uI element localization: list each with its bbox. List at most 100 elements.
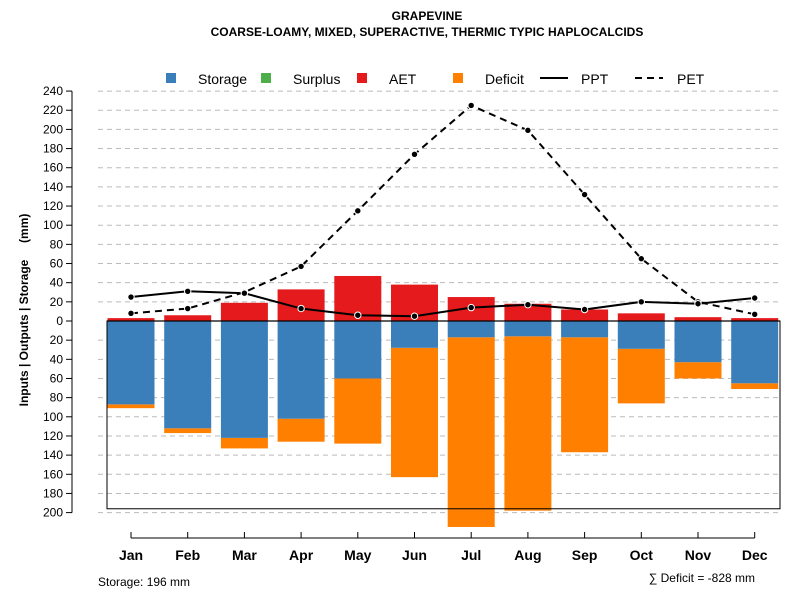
storage-capacity-box xyxy=(106,320,781,510)
bar-deficit-mar xyxy=(220,437,268,449)
x-tick-label-dec: Dec xyxy=(742,547,768,563)
y-tick-label-200-lower: 200 xyxy=(43,506,63,520)
storage-footnote: Storage: 196 mm xyxy=(98,575,190,589)
bar-deficit-may xyxy=(334,378,382,444)
x-tick-label-aug: Aug xyxy=(514,547,541,563)
x-tick-label-may: May xyxy=(344,547,371,563)
x-tick-label-sep: Sep xyxy=(572,547,598,563)
y-tick-label-20: 20 xyxy=(50,295,64,309)
y-tick-label-20-lower: 20 xyxy=(50,333,64,347)
point-pet-aug xyxy=(524,126,532,135)
legend-swatch-deficit xyxy=(453,73,463,83)
bar-aet-jan xyxy=(107,318,155,321)
point-pet-apr xyxy=(297,262,305,271)
y-tick-label-80: 80 xyxy=(50,237,64,251)
point-ppt-jul xyxy=(467,303,475,312)
y-tick-label-100: 100 xyxy=(43,218,63,232)
bar-storage-aug xyxy=(504,321,552,337)
y-tick-label-160-lower: 160 xyxy=(43,467,63,481)
chart-subtitle: COARSE-LOAMY, MIXED, SUPERACTIVE, THERMI… xyxy=(211,25,644,39)
bar-storage-jan xyxy=(107,321,155,405)
legend: Storage Surplus AET Deficit PPT PET xyxy=(166,71,705,87)
x-tick-label-nov: Nov xyxy=(685,547,712,563)
bar-aet-dec xyxy=(731,318,779,321)
y-tick-label-60-lower: 60 xyxy=(50,371,64,385)
x-axis: Jan Feb Mar Apr May Jun Jul Aug Sep Oct Nov Dec xyxy=(119,532,768,563)
point-ppt-nov xyxy=(694,300,702,308)
legend-label-pet: PET xyxy=(677,71,705,87)
bar-deficit-apr xyxy=(277,418,325,442)
legend-label-storage: Storage xyxy=(198,71,247,87)
lines xyxy=(106,101,781,510)
bar-deficit-jan xyxy=(107,404,155,409)
point-ppt-oct xyxy=(637,298,645,306)
x-tick-label-apr: Apr xyxy=(289,547,314,563)
bar-deficit-dec xyxy=(731,383,779,390)
y-tick-label-180-lower: 180 xyxy=(43,486,63,500)
bar-deficit-feb xyxy=(164,428,212,434)
bar-storage-oct xyxy=(617,321,665,349)
y-axis-label: Inputs | Outputs | Storage (mm) xyxy=(17,214,31,407)
y-tick-label-140-lower: 140 xyxy=(43,448,63,462)
bar-aet-sep xyxy=(561,309,609,321)
bar-deficit-jul xyxy=(447,337,495,527)
legend-swatch-storage xyxy=(166,73,176,83)
point-pet-may xyxy=(354,207,362,215)
y-tick-label-120: 120 xyxy=(43,199,63,213)
chart-title: GRAPEVINE xyxy=(392,9,463,23)
gridlines xyxy=(98,90,780,514)
point-ppt-jun xyxy=(410,312,419,320)
bar-storage-apr xyxy=(277,321,325,419)
bar-deficit-sep xyxy=(561,337,609,453)
bar-storage-sep xyxy=(561,321,609,338)
point-ppt-apr xyxy=(297,304,305,313)
x-tick-label-jul: Jul xyxy=(461,547,481,563)
x-tick-label-jun: Jun xyxy=(402,547,427,563)
point-ppt-mar xyxy=(240,289,249,297)
point-ppt-aug xyxy=(524,301,532,309)
y-tick-label-40-lower: 40 xyxy=(50,352,64,366)
bars xyxy=(107,275,779,527)
bar-aet-oct xyxy=(617,313,665,321)
y-tick-label-240: 240 xyxy=(43,84,63,98)
point-pet-jul xyxy=(467,101,475,110)
point-ppt-dec xyxy=(751,294,759,302)
bar-aet-nov xyxy=(674,317,722,321)
y-tick-label-0: 0 xyxy=(56,314,63,328)
legend-label-ppt: PPT xyxy=(581,71,609,87)
x-tick-label-feb: Feb xyxy=(175,547,200,563)
deficit-footnote: ∑ Deficit = -828 mm xyxy=(649,571,755,585)
legend-label-aet: AET xyxy=(389,71,417,87)
point-ppt-jan xyxy=(127,293,135,301)
bar-storage-nov xyxy=(674,321,722,363)
bar-storage-mar xyxy=(220,321,268,438)
point-pet-dec xyxy=(751,310,759,318)
bar-deficit-aug xyxy=(504,336,552,511)
point-ppt-feb xyxy=(184,287,192,296)
x-tick-label-jan: Jan xyxy=(119,547,143,563)
y-tick-label-60: 60 xyxy=(50,257,64,271)
legend-label-deficit: Deficit xyxy=(485,71,524,87)
point-ppt-may xyxy=(354,311,362,319)
point-pet-jan xyxy=(127,309,135,318)
series-line-ppt xyxy=(130,290,755,318)
bar-storage-may xyxy=(334,321,382,379)
y-tick-label-200: 200 xyxy=(43,122,63,136)
y-tick-label-120-lower: 120 xyxy=(43,429,63,443)
bar-deficit-jun xyxy=(391,347,438,478)
legend-swatch-aet xyxy=(357,73,367,83)
y-tick-label-40: 40 xyxy=(50,276,64,290)
series-line-pet xyxy=(130,104,755,316)
x-tick-label-mar: Mar xyxy=(232,547,257,563)
bar-storage-feb xyxy=(164,321,212,429)
legend-swatch-surplus xyxy=(261,73,271,83)
point-pet-jun xyxy=(410,150,419,159)
bar-storage-jul xyxy=(447,321,495,338)
y-tick-label-100-lower: 100 xyxy=(43,410,63,424)
bar-storage-jun xyxy=(391,321,438,348)
point-pet-feb xyxy=(184,304,192,313)
y-tick-label-220: 220 xyxy=(43,103,63,117)
bar-aet-mar xyxy=(220,302,268,321)
y-tick-label-160: 160 xyxy=(43,161,63,175)
